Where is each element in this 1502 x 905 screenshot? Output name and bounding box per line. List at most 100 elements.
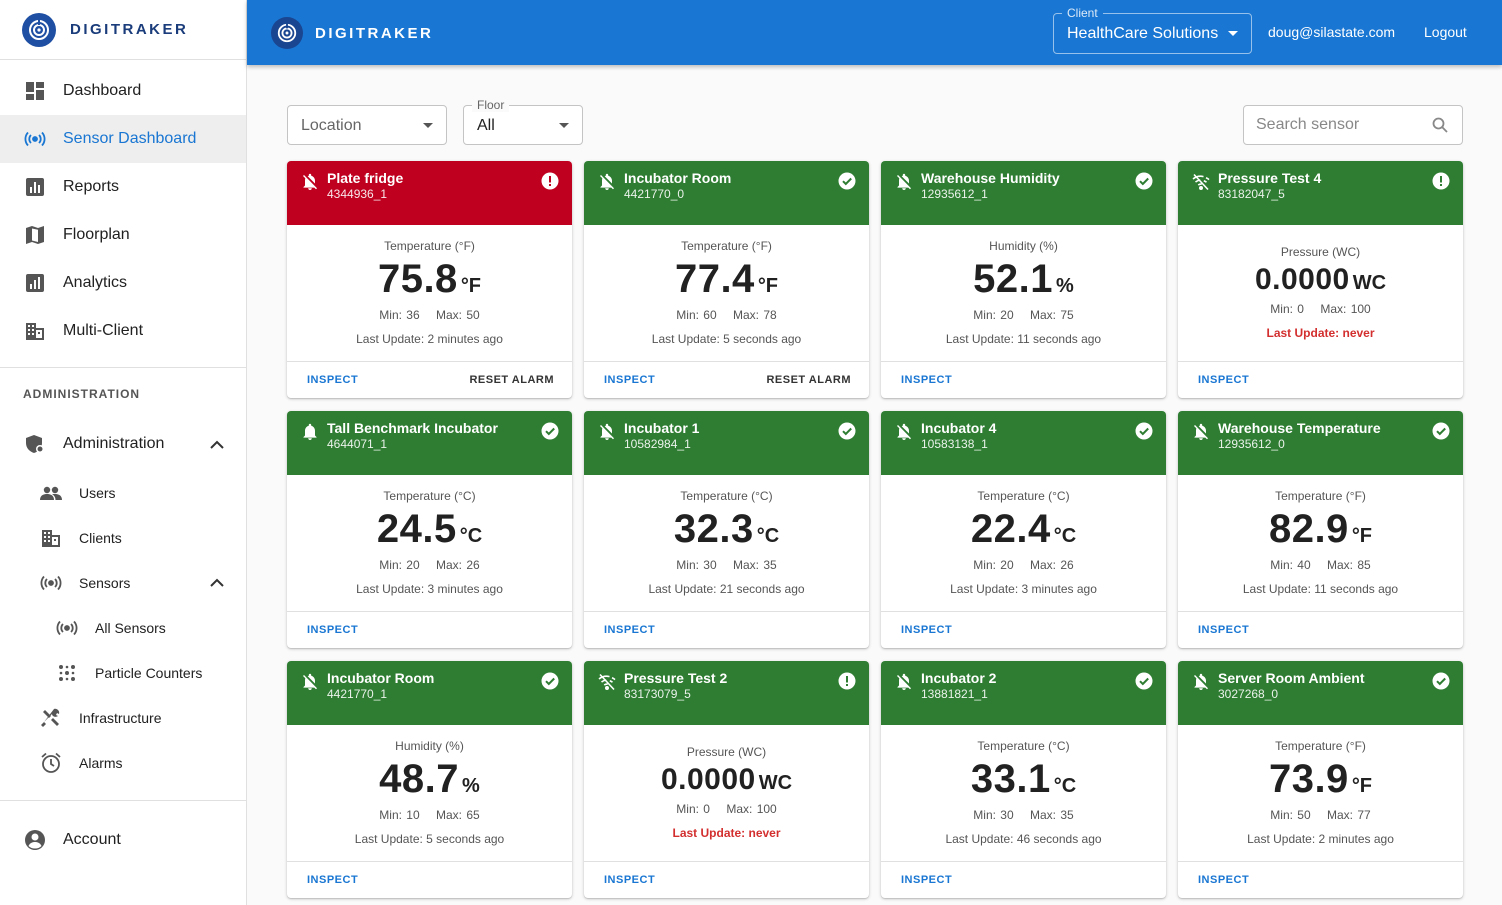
bell-off-icon[interactable] — [895, 173, 913, 191]
bell-off-icon[interactable] — [598, 423, 616, 441]
inspect-button[interactable]: INSPECT — [604, 374, 656, 386]
sidebar-item-label: Floorplan — [63, 226, 130, 243]
min-value: 20 — [1000, 308, 1014, 322]
sensor-card[interactable]: Incubator Room 4421770_1 Humidity (%) 48… — [287, 661, 572, 898]
sidebar-item-account[interactable]: Account — [0, 816, 246, 864]
sensor-reading: 77.4 °F — [584, 257, 869, 302]
sensor-value: 0.0000 — [660, 763, 756, 796]
inspect-button[interactable]: INSPECT — [901, 374, 953, 386]
sidebar-logo[interactable]: DIGITRAKER — [0, 0, 246, 60]
sensor-name: Plate fridge — [327, 170, 404, 186]
sidebar-item-alarms[interactable]: Alarms — [0, 740, 246, 785]
chevron-up-icon[interactable] — [210, 576, 224, 590]
sensor-card[interactable]: Incubator 2 13881821_1 Temperature (°C) … — [881, 661, 1166, 898]
sidebar-item-clients[interactable]: Clients — [0, 515, 246, 560]
sensor-metric-label: Temperature (°F) — [1275, 739, 1366, 753]
sensor-min: Min: 0 — [1270, 302, 1304, 316]
sensor-min: Min: 36 — [379, 308, 419, 322]
bell-off-icon[interactable] — [895, 673, 913, 691]
sidebar-item-dashboard[interactable]: Dashboard — [0, 67, 246, 115]
inspect-button[interactable]: INSPECT — [1198, 624, 1250, 636]
sidebar-item-sensors[interactable]: Sensors — [0, 560, 246, 605]
sidebar-item-infrastructure[interactable]: Infrastructure — [0, 695, 246, 740]
bell-off-icon[interactable] — [1192, 673, 1210, 691]
admin-shield-icon — [24, 433, 46, 455]
sidebar-item-reports[interactable]: Reports — [0, 163, 246, 211]
sidebar-item-multi-client[interactable]: Multi-Client — [0, 307, 246, 355]
header-logo[interactable]: DIGITRAKER — [271, 17, 433, 49]
inspect-button[interactable]: INSPECT — [307, 874, 359, 886]
reset-alarm-button[interactable]: RESET ALARM — [766, 374, 851, 386]
sensor-card[interactable]: Incubator 4 10583138_1 Temperature (°C) … — [881, 411, 1166, 648]
sensor-card-actions: INSPECT — [584, 611, 869, 648]
inspect-button[interactable]: INSPECT — [901, 624, 953, 636]
location-select[interactable]: Location — [287, 105, 447, 145]
reset-alarm-button[interactable]: RESET ALARM — [469, 374, 554, 386]
inspect-button[interactable]: INSPECT — [1198, 374, 1250, 386]
sensor-value: 33.1 — [970, 757, 1051, 801]
max-label: Max: — [436, 308, 463, 322]
inspect-button[interactable]: INSPECT — [604, 624, 656, 636]
sensor-card[interactable]: Incubator Room 4421770_0 Temperature (°F… — [584, 161, 869, 398]
sidebar-item-analytics[interactable]: Analytics — [0, 259, 246, 307]
sensor-metric-label: Temperature (°C) — [977, 739, 1070, 753]
sensor-min-max: Min: 30 Max: 35 — [881, 808, 1166, 822]
sidebar-item-label: Alarms — [79, 754, 123, 771]
dots-icon — [56, 662, 78, 684]
wifi-off-icon[interactable] — [598, 673, 616, 691]
sensor-reading: 33.1 °C — [881, 757, 1166, 802]
sensor-card[interactable]: Tall Benchmark Incubator 4644071_1 Tempe… — [287, 411, 572, 648]
sensor-name: Tall Benchmark Incubator — [327, 420, 498, 436]
search-input[interactable] — [1256, 116, 1426, 134]
check-circle-icon — [1135, 672, 1153, 690]
sensor-card[interactable]: Warehouse Temperature 12935612_0 Tempera… — [1178, 411, 1463, 648]
sensor-name: Incubator Room — [327, 670, 435, 686]
sensor-card[interactable]: Incubator 1 10582984_1 Temperature (°C) … — [584, 411, 869, 648]
client-select[interactable]: Client HealthCare Solutions — [1053, 6, 1252, 54]
sensor-card-body: Temperature (°F) 82.9 °F Min: 40 Max: 85… — [1178, 475, 1463, 611]
sidebar-item-particle-counters[interactable]: Particle Counters — [0, 650, 246, 695]
sensor-card[interactable]: Pressure Test 4 83182047_5 Pressure (WC)… — [1178, 161, 1463, 398]
sensor-min-max: Min: 20 Max: 26 — [881, 558, 1166, 572]
sensor-card-body: Humidity (%) 52.1 % Min: 20 Max: 75 Last… — [881, 225, 1166, 361]
sensor-unit: °C — [1053, 775, 1077, 797]
admin-section-label: ADMINISTRATION — [23, 387, 141, 401]
bell-off-icon[interactable] — [301, 673, 319, 691]
wifi-off-icon[interactable] — [1192, 173, 1210, 191]
sidebar-item-all-sensors[interactable]: All Sensors — [0, 605, 246, 650]
bell-icon[interactable] — [301, 423, 319, 441]
search-icon[interactable] — [1432, 117, 1448, 138]
sensor-card[interactable]: Plate fridge 4344936_1 Temperature (°F) … — [287, 161, 572, 398]
inspect-button[interactable]: INSPECT — [604, 874, 656, 886]
sensor-card[interactable]: Server Room Ambient 3027268_0 Temperatur… — [1178, 661, 1463, 898]
max-label: Max: — [436, 808, 463, 822]
brand-logo-icon — [271, 17, 303, 49]
bell-off-icon[interactable] — [1192, 423, 1210, 441]
inspect-button[interactable]: INSPECT — [307, 624, 359, 636]
bell-off-icon[interactable] — [598, 173, 616, 191]
sidebar-item-users[interactable]: Users — [0, 470, 246, 515]
sidebar-item-administration[interactable]: Administration — [0, 418, 246, 470]
sidebar: DIGITRAKER Dashboard Sensor Dashboard Re… — [0, 0, 247, 905]
user-email[interactable]: doug@silastate.com — [1268, 24, 1396, 40]
search-field[interactable] — [1243, 105, 1463, 145]
max-label: Max: — [1030, 308, 1057, 322]
chevron-up-icon[interactable] — [210, 437, 224, 451]
logout-button[interactable]: Logout — [1424, 24, 1467, 40]
sensor-card[interactable]: Warehouse Humidity 12935612_1 Humidity (… — [881, 161, 1166, 398]
sidebar-item-floorplan[interactable]: Floorplan — [0, 211, 246, 259]
sidebar-item-sensor-dashboard[interactable]: Sensor Dashboard — [0, 115, 246, 163]
sensor-card-header: Incubator 2 13881821_1 — [881, 661, 1166, 725]
bell-off-icon[interactable] — [301, 173, 319, 191]
min-label: Min: — [1270, 558, 1293, 572]
max-value: 26 — [1060, 558, 1074, 572]
inspect-button[interactable]: INSPECT — [307, 374, 359, 386]
inspect-button[interactable]: INSPECT — [1198, 874, 1250, 886]
sensor-card[interactable]: Pressure Test 2 83173079_5 Pressure (WC)… — [584, 661, 869, 898]
inspect-button[interactable]: INSPECT — [901, 874, 953, 886]
max-value: 35 — [763, 558, 777, 572]
floor-select[interactable]: Floor All — [463, 98, 583, 145]
bell-off-icon[interactable] — [895, 423, 913, 441]
dashboard-icon — [24, 80, 46, 102]
caret-down-icon — [1228, 31, 1238, 36]
